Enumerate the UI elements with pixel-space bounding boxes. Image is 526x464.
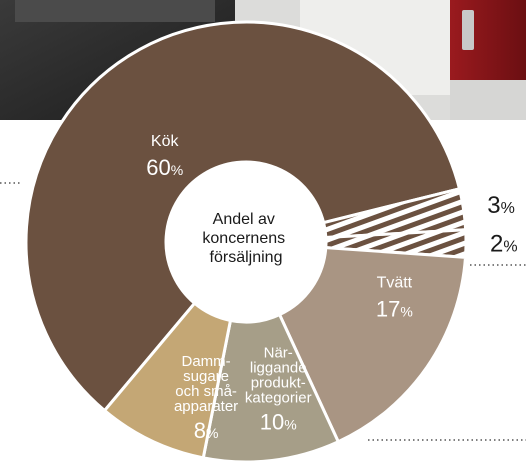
unit-kok: % [171,162,183,178]
unit-hatch3: % [501,200,515,217]
label-narliggande-line-2: produkt- [251,375,306,392]
label-narliggande-line-0: När- [264,345,293,362]
unit-tvatt: % [400,303,412,319]
label-damm: Damm-sugare och små-apparater 8% [174,353,238,443]
leader-lines [0,182,526,441]
label-damm-line-1: sugare [183,368,229,385]
label-kok-line-0: Kök [151,133,180,150]
label-narliggande-line-1: liggande [250,360,307,377]
label-hatch3: 3% [487,192,515,219]
value-hatch2: 2 [490,231,503,258]
label-damm-line-3: apparater [174,398,238,415]
label-damm-line-0: Damm- [181,353,230,370]
value-hatch3: 3 [487,192,500,219]
center-label: Andel av koncernens försäljning [202,211,289,266]
label-tvatt-line-0: Tvätt [377,274,413,291]
center-label-line-1: Andel av [213,211,275,228]
slice-labels: Kök 60%3%2%Tvätt 17%När-liggande produkt-ka… [146,133,517,443]
label-narliggande-line-3: kategorier [245,390,312,407]
label-hatch2: 2% [490,231,518,258]
donut-slices [24,20,468,464]
label-damm-line-2: och små- [175,383,237,400]
unit-damm: % [206,425,218,441]
donut-hole [166,162,326,322]
label-narliggande: När-liggande produkt-kategorier 10% [245,345,312,435]
label-kok: Kök 60% [146,133,183,180]
center-label-line-2: koncernens [202,230,285,247]
center-label-line-3: försäljning [210,249,283,266]
unit-narliggande: % [284,417,296,433]
label-tvatt: Tvätt 17% [376,274,413,321]
unit-hatch2: % [503,239,517,256]
